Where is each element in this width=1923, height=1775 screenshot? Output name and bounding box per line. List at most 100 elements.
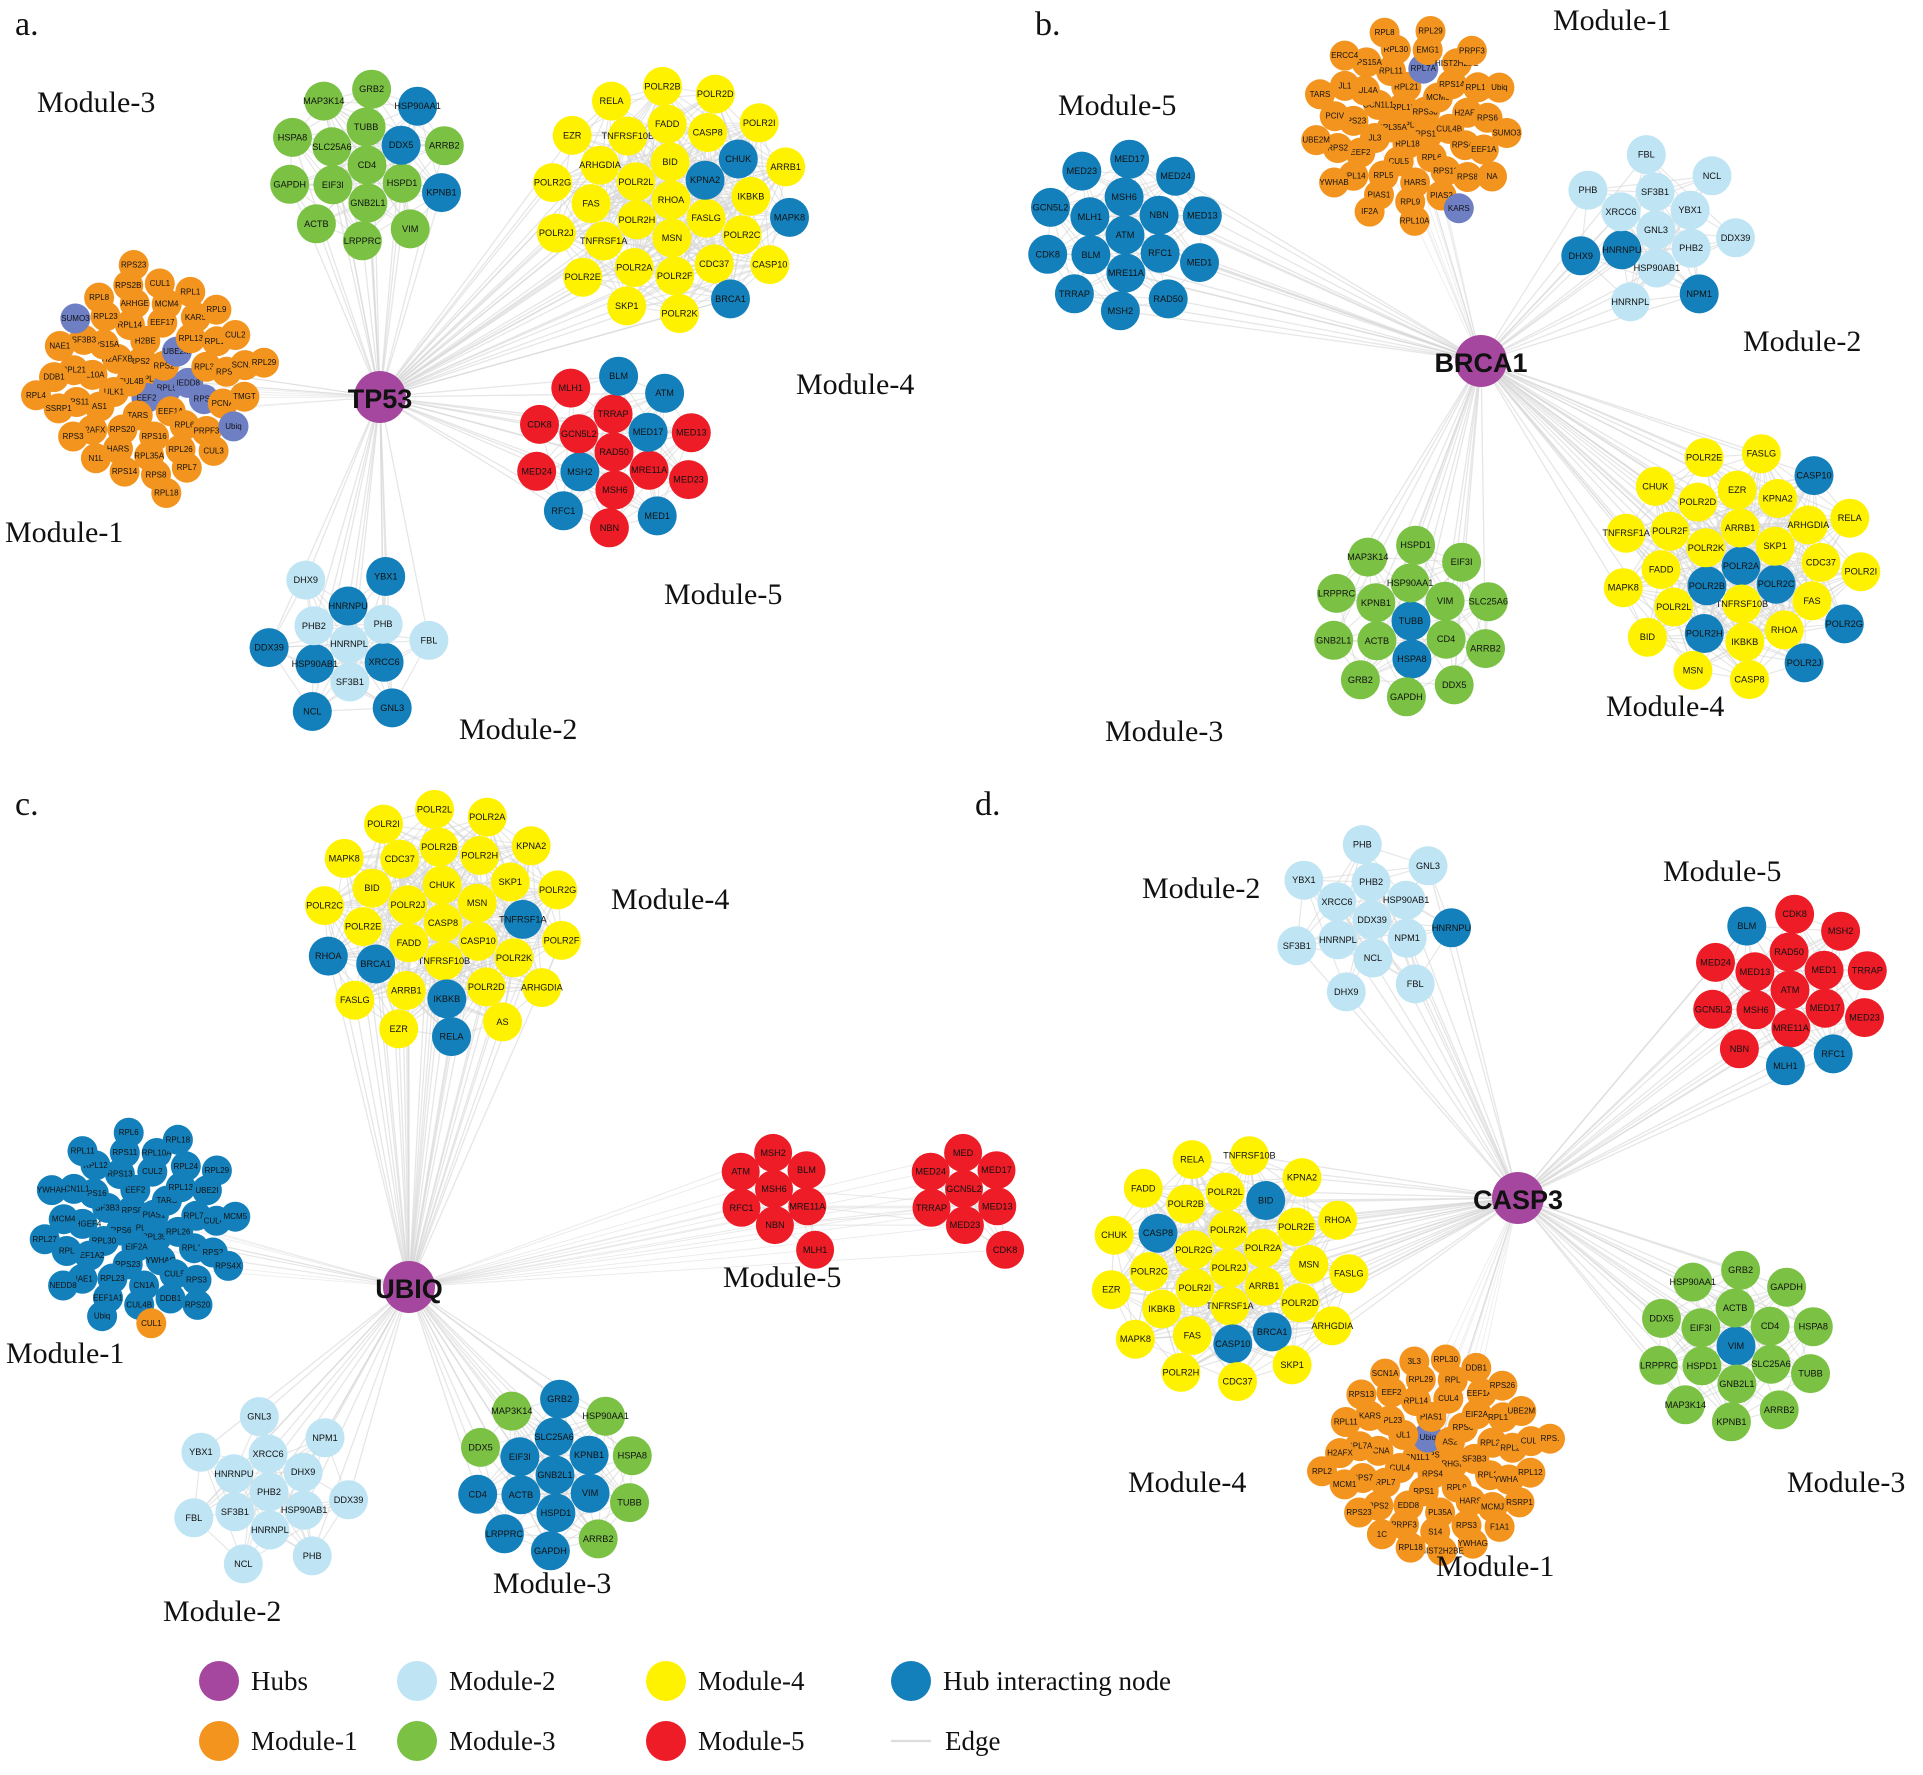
svg-text:YWHAB: YWHAB [1319, 178, 1348, 187]
svg-text:POLR2C: POLR2C [724, 230, 761, 240]
svg-text:DHX9: DHX9 [291, 1467, 316, 1477]
svg-text:GRB2: GRB2 [547, 1394, 572, 1404]
svg-text:CD4: CD4 [1761, 1321, 1779, 1331]
svg-text:RPL12: RPL12 [1518, 1468, 1543, 1477]
svg-text:BRCA1: BRCA1 [1257, 1327, 1288, 1337]
svg-text:b.: b. [1035, 6, 1061, 43]
svg-text:SKP1: SKP1 [499, 877, 523, 887]
svg-text:HSP90AA1: HSP90AA1 [582, 1411, 628, 1421]
svg-text:MRE11A: MRE11A [1773, 1023, 1810, 1033]
svg-text:EIF3I: EIF3I [509, 1452, 531, 1462]
svg-text:CUL2: CUL2 [142, 1167, 163, 1176]
svg-text:HSPA8: HSPA8 [1799, 1322, 1828, 1332]
svg-text:FAS: FAS [582, 199, 599, 209]
svg-text:SF3B1: SF3B1 [336, 677, 364, 687]
svg-text:MED23: MED23 [1066, 166, 1097, 176]
svg-text:HNRNPL: HNRNPL [1611, 297, 1649, 307]
svg-text:NCL: NCL [234, 1559, 252, 1569]
svg-text:POLR2E: POLR2E [345, 922, 381, 932]
svg-text:RFC1: RFC1 [730, 1203, 754, 1213]
svg-text:MAP3K14: MAP3K14 [303, 96, 344, 106]
svg-text:POLR2K: POLR2K [496, 953, 533, 963]
svg-text:NA: NA [1486, 172, 1498, 181]
svg-text:PHB2: PHB2 [1679, 243, 1703, 253]
svg-text:HSP90AA1: HSP90AA1 [1387, 578, 1433, 588]
svg-text:POLR2E: POLR2E [1278, 1222, 1314, 1232]
svg-text:NBN: NBN [765, 1220, 784, 1230]
svg-text:HNRNPL: HNRNPL [251, 1525, 289, 1535]
svg-text:RPL29: RPL29 [205, 1166, 230, 1175]
svg-text:CASP10: CASP10 [1215, 1339, 1250, 1349]
svg-text:HSP90AB1: HSP90AB1 [281, 1505, 327, 1515]
svg-text:EEF17: EEF17 [150, 318, 175, 327]
svg-text:PHB: PHB [303, 1551, 322, 1561]
svg-text:POLR2J: POLR2J [391, 900, 426, 910]
svg-text:MSH2: MSH2 [1108, 306, 1134, 316]
svg-text:RPL30: RPL30 [1434, 1355, 1459, 1364]
svg-text:ERCC4: ERCC4 [1331, 51, 1359, 60]
svg-text:GAPDH: GAPDH [273, 179, 306, 189]
svg-text:AS1: AS1 [92, 402, 108, 411]
svg-text:POLR2C: POLR2C [306, 901, 343, 911]
svg-text:HSPD1: HSPD1 [1687, 1361, 1718, 1371]
svg-text:MAP3K14: MAP3K14 [1665, 1400, 1706, 1410]
svg-text:RPS8: RPS8 [1457, 173, 1478, 182]
svg-text:JL1: JL1 [1338, 81, 1351, 90]
svg-text:POLR2I: POLR2I [1844, 567, 1877, 577]
svg-text:HSPA8: HSPA8 [618, 1451, 647, 1461]
svg-text:Module-2: Module-2 [1142, 872, 1260, 905]
svg-text:F1A1: F1A1 [1490, 1522, 1510, 1531]
svg-text:RPL9: RPL9 [206, 305, 227, 314]
svg-text:MSN: MSN [662, 233, 682, 243]
svg-text:DDX5: DDX5 [1649, 1313, 1674, 1323]
svg-text:FASLG: FASLG [340, 995, 370, 1005]
svg-text:KPNB1: KPNB1 [1716, 1417, 1746, 1427]
svg-text:MCM5: MCM5 [224, 1212, 248, 1221]
svg-text:POLR2E: POLR2E [565, 272, 601, 282]
svg-text:RPL7: RPL7 [1375, 1478, 1396, 1487]
svg-text:POLR2J: POLR2J [539, 228, 574, 238]
svg-text:UBE2M: UBE2M [1508, 1407, 1536, 1416]
svg-text:SF3B1: SF3B1 [1641, 187, 1669, 197]
svg-text:ARRB2: ARRB2 [429, 141, 460, 151]
svg-text:ACTB: ACTB [304, 219, 329, 229]
svg-text:KARS: KARS [1359, 1411, 1381, 1420]
svg-text:MSH6: MSH6 [602, 485, 628, 495]
svg-text:CD4: CD4 [1437, 634, 1455, 644]
svg-text:XRCC6: XRCC6 [1321, 897, 1352, 907]
svg-text:FBL: FBL [185, 1513, 202, 1523]
svg-text:PCIV: PCIV [1325, 112, 1344, 121]
svg-text:1C: 1C [1377, 1530, 1387, 1539]
svg-text:Module-3: Module-3 [37, 86, 155, 119]
svg-text:POLR2J: POLR2J [1212, 1263, 1247, 1273]
svg-text:GNL3: GNL3 [247, 1412, 271, 1422]
svg-text:Module-1: Module-1 [5, 516, 123, 549]
svg-text:MED13: MED13 [982, 1201, 1013, 1211]
svg-text:GNL3: GNL3 [1644, 225, 1668, 235]
svg-text:RFC1: RFC1 [551, 506, 575, 516]
svg-text:EZR: EZR [1728, 485, 1747, 495]
svg-text:RPS11: RPS11 [112, 1148, 137, 1157]
svg-text:HNRNPL: HNRNPL [330, 639, 368, 649]
svg-text:POLR2L: POLR2L [618, 177, 653, 187]
svg-text:Module-4: Module-4 [796, 368, 914, 401]
svg-text:a.: a. [15, 6, 39, 43]
svg-text:PL35A: PL35A [1428, 1508, 1453, 1517]
svg-text:SLC25A6: SLC25A6 [1751, 1359, 1790, 1369]
svg-text:ARRB1: ARRB1 [1249, 1281, 1280, 1291]
svg-text:POLR2F: POLR2F [544, 935, 580, 945]
svg-text:POLR2H: POLR2H [1686, 629, 1723, 639]
svg-text:SUMO3: SUMO3 [1492, 129, 1521, 138]
svg-text:HSP90AB1: HSP90AB1 [1634, 263, 1680, 273]
svg-text:EIF3I: EIF3I [1451, 557, 1473, 567]
svg-text:BID: BID [1258, 1196, 1274, 1206]
svg-text:MLH1: MLH1 [803, 1245, 828, 1255]
svg-text:TUBB: TUBB [1399, 616, 1424, 626]
svg-text:VIM: VIM [582, 1488, 598, 1498]
svg-text:MAPK8: MAPK8 [1608, 583, 1639, 593]
svg-text:POLR2B: POLR2B [421, 842, 457, 852]
svg-text:CD4: CD4 [358, 160, 376, 170]
svg-text:YWHAH: YWHAH [37, 1186, 67, 1195]
svg-text:RHOA: RHOA [658, 195, 685, 205]
svg-text:MLH1: MLH1 [559, 383, 584, 393]
